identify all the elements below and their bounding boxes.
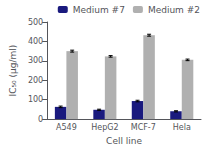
svg-text:300: 300	[28, 56, 43, 65]
svg-text:IC₅₀ (μg/ml): IC₅₀ (μg/ml)	[8, 45, 18, 97]
svg-text:Hela: Hela	[173, 123, 191, 132]
svg-text:500: 500	[28, 18, 43, 27]
svg-text:MCF-7: MCF-7	[131, 123, 156, 132]
svg-text:100: 100	[28, 95, 43, 104]
svg-text:Medium #2: Medium #2	[148, 5, 200, 15]
svg-text:0: 0	[38, 115, 43, 124]
svg-text:200: 200	[28, 76, 43, 85]
svg-text:HepG2: HepG2	[91, 123, 118, 132]
svg-text:Cell line: Cell line	[106, 136, 142, 146]
svg-text:400: 400	[28, 37, 43, 46]
svg-text:A549: A549	[56, 123, 77, 132]
svg-text:Medium #7: Medium #7	[73, 5, 125, 15]
